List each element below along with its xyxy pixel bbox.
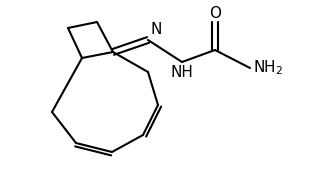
Text: NH$_2$: NH$_2$ [253,59,283,77]
Text: N: N [150,22,161,37]
Text: NH: NH [170,65,193,80]
Text: O: O [209,6,221,21]
